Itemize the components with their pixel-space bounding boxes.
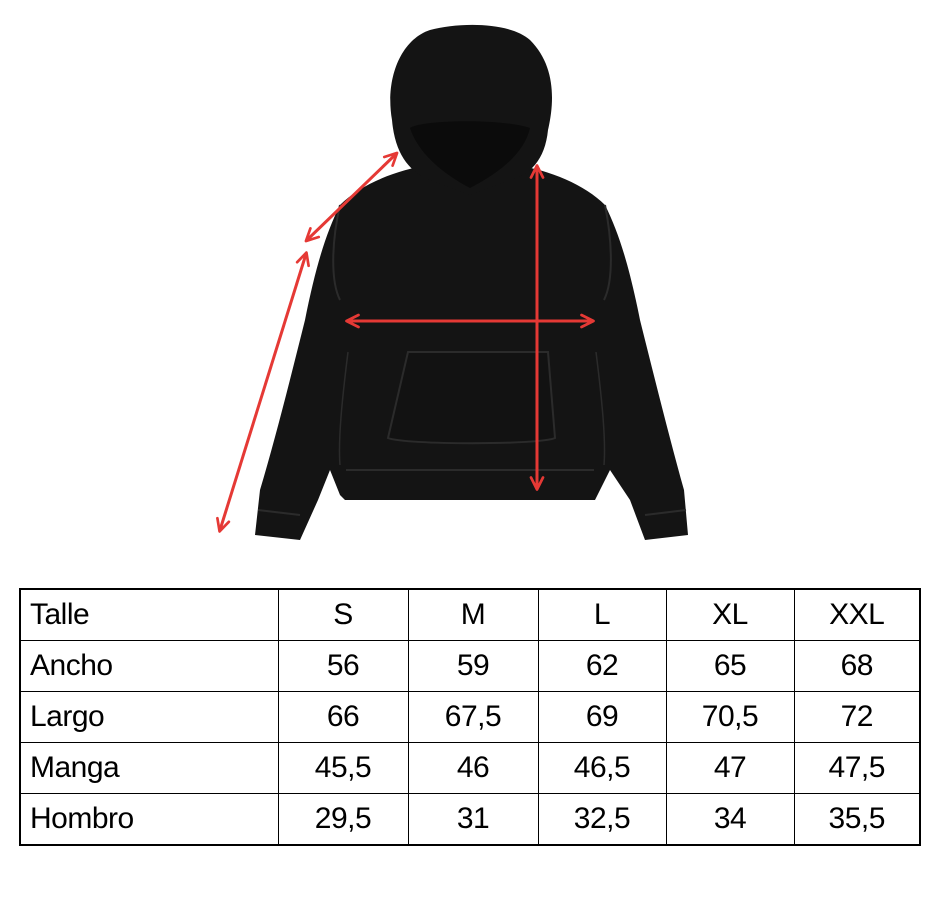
- hoodie-icon: [255, 24, 688, 540]
- table-cell: 62: [537, 640, 667, 692]
- measurement-arrows: [216, 151, 595, 533]
- row-label: Ancho: [19, 640, 279, 692]
- table-cell: 65: [665, 640, 795, 692]
- table-row-manga: Manga 45,5 46 46,5 47 47,5: [19, 742, 921, 794]
- table-row-largo: Largo 66 67,5 69 70,5 72: [19, 691, 921, 743]
- table-cell: 47: [665, 742, 795, 794]
- table-cell: 67,5: [407, 691, 539, 743]
- table-header-row: Talle S M L XL XXL: [19, 588, 921, 641]
- table-cell: 46,5: [537, 742, 667, 794]
- table-cell: 31: [407, 793, 539, 846]
- table-cell: 34: [665, 793, 795, 846]
- header-size-m: M: [407, 588, 539, 641]
- table-cell: 47,5: [793, 742, 921, 794]
- header-size-xxl: XXL: [793, 588, 921, 641]
- table-cell: 56: [277, 640, 409, 692]
- header-size-xl: XL: [665, 588, 795, 641]
- table-cell: 29,5: [277, 793, 409, 846]
- table-cell: 66: [277, 691, 409, 743]
- table-cell: 32,5: [537, 793, 667, 846]
- table-cell: 69: [537, 691, 667, 743]
- header-size-s: S: [277, 588, 409, 641]
- table-cell: 59: [407, 640, 539, 692]
- hoodie-measurement-figure: [216, 24, 688, 540]
- shoulder-arrow: [304, 151, 399, 243]
- table-cell: 45,5: [277, 742, 409, 794]
- row-label: Hombro: [19, 793, 279, 846]
- table-cell: 46: [407, 742, 539, 794]
- size-table: Talle S M L XL XXL Ancho 56 59 62 65 68 …: [19, 588, 921, 846]
- table-cell: 35,5: [793, 793, 921, 846]
- row-label: Largo: [19, 691, 279, 743]
- sleeve-arrow: [216, 251, 310, 533]
- table-cell: 72: [793, 691, 921, 743]
- header-talle: Talle: [19, 588, 279, 641]
- table-row-hombro: Hombro 29,5 31 32,5 34 35,5: [19, 793, 921, 846]
- row-label: Manga: [19, 742, 279, 794]
- header-size-l: L: [537, 588, 667, 641]
- table-row-ancho: Ancho 56 59 62 65 68: [19, 640, 921, 692]
- table-cell: 68: [793, 640, 921, 692]
- table-cell: 70,5: [665, 691, 795, 743]
